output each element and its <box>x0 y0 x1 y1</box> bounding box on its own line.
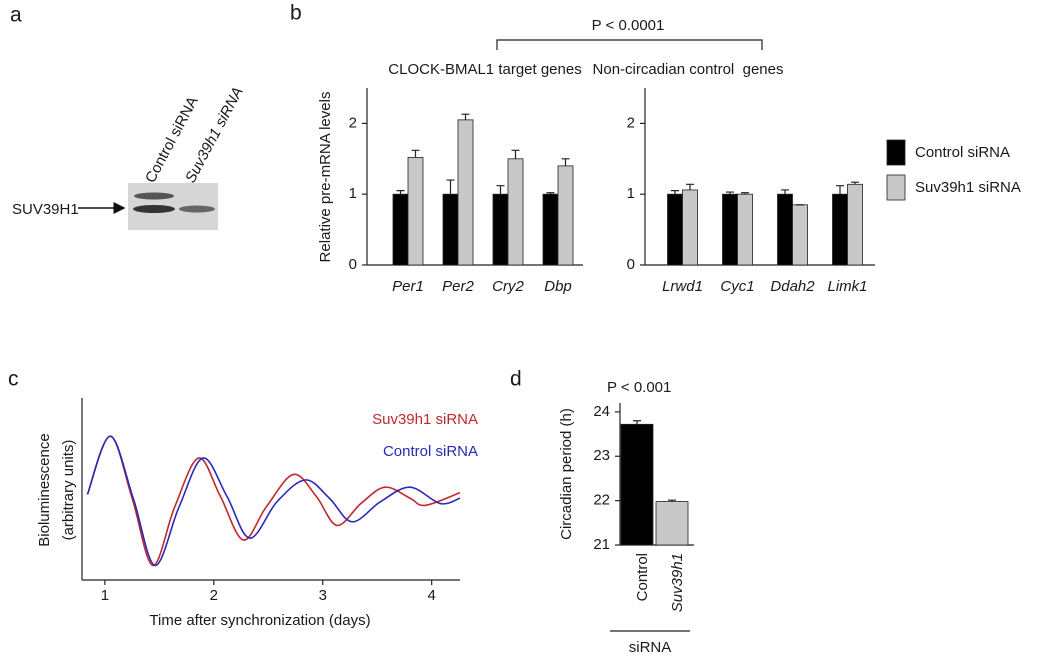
group-label: siRNA <box>629 639 672 656</box>
x-tick-label: Control <box>634 553 651 601</box>
x-tick-label: Cry2 <box>492 278 524 295</box>
panel-label: a <box>10 4 22 27</box>
x-tick-label: Per1 <box>392 278 424 295</box>
bar <box>407 156 424 266</box>
line <box>86 435 461 567</box>
x-tick-label: 1 <box>101 587 109 604</box>
panel-label: d <box>510 368 522 391</box>
annotation: P < 0.0001 <box>592 17 665 34</box>
x-tick-label: Limk1 <box>827 278 867 295</box>
error-bar <box>741 192 749 195</box>
x-axis-label: Time after synchronization (days) <box>149 612 370 629</box>
annotation: P < 0.001 <box>607 379 671 396</box>
x-tick-label: Suv39h1 <box>669 553 686 612</box>
y-axis-label: (arbitrary units) <box>60 440 77 541</box>
error-bar <box>671 190 679 195</box>
x-tick-label: Ddah2 <box>770 278 815 295</box>
error-bar <box>511 149 520 159</box>
error-bar <box>396 190 405 195</box>
y-tick-label: 24 <box>593 403 610 420</box>
line <box>86 435 461 567</box>
x-tick-label: 2 <box>210 587 218 604</box>
error-bar <box>496 185 505 195</box>
y-tick-label: 2 <box>349 114 357 131</box>
y-tick-label: 0 <box>627 256 635 273</box>
x-tick-label: 4 <box>428 587 436 604</box>
x-tick-label: Lrwd1 <box>662 278 703 295</box>
bar <box>682 189 698 266</box>
y-tick-label: 1 <box>349 185 357 202</box>
y-axis-label: Bioluminescence <box>36 433 53 546</box>
y-tick-label: 21 <box>593 536 610 553</box>
x-tick-label: Dbp <box>544 278 572 295</box>
x-tick-label: 3 <box>319 587 327 604</box>
bar <box>492 193 509 266</box>
y-axis-label: Relative pre-mRNA levels <box>317 92 334 263</box>
blot <box>128 183 218 230</box>
error-bar <box>851 181 859 185</box>
legend-label: Suv39h1 siRNA <box>372 411 478 428</box>
error-bar <box>836 185 844 195</box>
bar <box>792 204 808 266</box>
panel-label: b <box>290 2 302 25</box>
legend-swatch <box>886 139 906 166</box>
x-tick-label: Cyc1 <box>720 278 754 295</box>
subplot-title: Non-circadian control genes <box>593 61 784 78</box>
y-tick-label: 0 <box>349 256 357 273</box>
bar <box>457 119 474 266</box>
error-bar <box>561 158 570 166</box>
error-bar <box>726 191 734 195</box>
legend-label: Control siRNA <box>915 144 1010 161</box>
y-tick-label: 22 <box>593 492 610 509</box>
bar <box>667 193 683 266</box>
y-tick-label: 23 <box>593 447 610 464</box>
error-bar <box>446 179 455 195</box>
band-label: SUV39H1 <box>12 201 79 218</box>
y-tick-label: 2 <box>627 114 635 131</box>
significance-bracket <box>496 39 763 50</box>
panel-label: c <box>8 368 19 391</box>
error-bar <box>633 420 641 425</box>
bar <box>507 158 524 266</box>
legend-swatch <box>886 174 906 201</box>
bar <box>847 183 863 266</box>
bar <box>542 193 559 266</box>
bar <box>722 193 738 266</box>
error-bar <box>546 192 555 195</box>
x-tick-label: Per2 <box>442 278 474 295</box>
bar <box>737 193 753 266</box>
error-bar <box>781 189 789 195</box>
bar <box>620 423 654 546</box>
bar <box>777 193 793 266</box>
bar <box>655 501 689 546</box>
bar <box>832 193 848 266</box>
subplot-title: CLOCK-BMAL1 target genes <box>388 61 581 78</box>
legend-label: Control siRNA <box>383 443 478 460</box>
y-tick-label: 1 <box>627 185 635 202</box>
bar <box>392 193 409 266</box>
bar <box>557 165 574 266</box>
error-bar <box>461 113 470 120</box>
bar <box>442 193 459 266</box>
legend-label: Suv39h1 siRNA <box>915 179 1021 196</box>
error-bar <box>668 499 676 502</box>
error-bar <box>686 183 694 190</box>
y-axis-label: Circadian period (h) <box>558 408 575 540</box>
error-bar <box>411 149 420 158</box>
